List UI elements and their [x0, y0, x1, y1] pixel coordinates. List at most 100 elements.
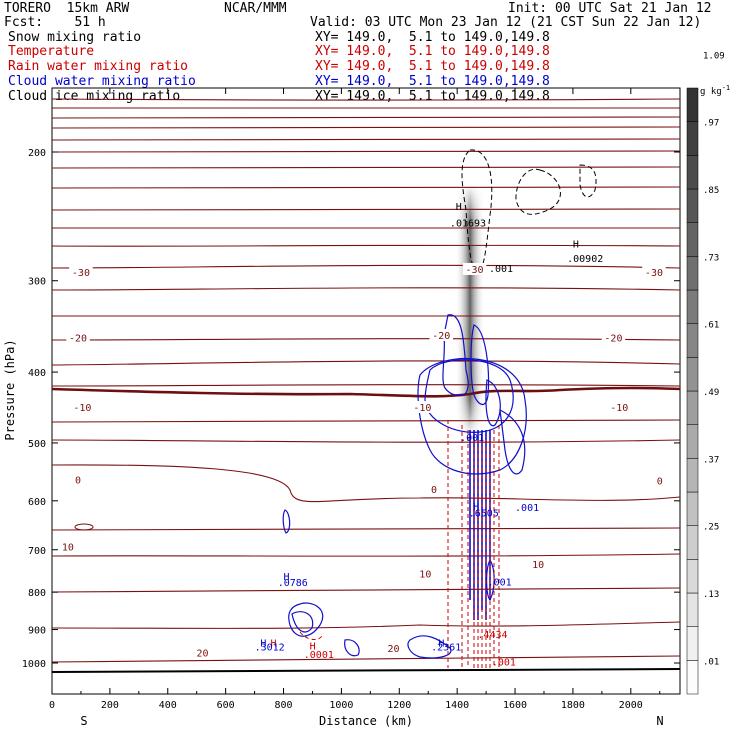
snow-contours — [461, 149, 597, 273]
extremum-label: .01693 — [450, 219, 486, 230]
colorbar-box — [686, 626, 699, 661]
temperature-label-bg — [642, 266, 666, 279]
x-axis-label: Distance (km) — [319, 714, 413, 728]
y-tick-label: 900 — [28, 626, 46, 637]
y-tick-label: 600 — [28, 497, 46, 508]
extremum-label: .0001 — [304, 650, 334, 661]
colorbar-box — [686, 525, 699, 560]
temperature-label-bg — [654, 474, 665, 487]
temperature-label-bg — [193, 646, 211, 659]
legend-temperature-label: Temperature — [8, 44, 95, 59]
colorbar-tick-label: .13 — [703, 590, 719, 600]
colorbar-box — [686, 559, 699, 594]
x-tick-label: 1000 — [329, 700, 353, 711]
temperature-label: -30 — [645, 268, 663, 279]
org-label: NCAR/MMM — [224, 1, 287, 16]
extremum-label: .001 — [488, 577, 512, 588]
extremum-label: .00902 — [567, 254, 603, 265]
legend-snow-label: Snow mixing ratio — [8, 30, 142, 45]
colorbar-tick-label: .37 — [703, 455, 719, 465]
colorbar-tick-label: .01 — [703, 657, 719, 667]
colorbar-tick-label: .73 — [703, 253, 719, 263]
y-tick-label: 800 — [28, 588, 46, 599]
temperature-label: 0 — [75, 476, 81, 487]
temperature-label: -10 — [73, 403, 91, 414]
temperature-label-bg — [66, 331, 90, 344]
extremum-label: .6505 — [469, 508, 499, 519]
colorbar-box — [686, 592, 699, 627]
colorbar-unit-exp: -1 — [722, 84, 730, 92]
colorbar-box — [686, 323, 699, 358]
x-axis-right-end: N — [656, 714, 663, 728]
extremum-label: .001 — [492, 658, 516, 669]
valid-time: Valid: 03 UTC Mon 23 Jan 12 (21 CST Sun … — [310, 15, 702, 30]
x-tick-label: 0 — [49, 700, 55, 711]
legend-cloud-water-label: Cloud water mixing ratio — [8, 74, 196, 89]
colorbar-box — [686, 357, 699, 392]
x-tick-label: 1800 — [561, 700, 585, 711]
colorbar-box — [686, 256, 699, 291]
colorbar-box — [686, 289, 699, 324]
temperature-label: -10 — [610, 403, 628, 414]
rain-water-contours — [299, 420, 500, 668]
temperature-label: 10 — [62, 542, 74, 553]
temperature-label-bg — [607, 401, 631, 414]
colorbar-box — [686, 222, 699, 257]
x-tick-label: 2000 — [619, 700, 643, 711]
ground-line — [52, 668, 680, 673]
y-axis-label: Pressure (hPa) — [3, 339, 17, 440]
extremum-label: .0786 — [278, 578, 308, 589]
colorbar-tick-label: .61 — [703, 321, 719, 331]
temperature-label: 10 — [532, 560, 544, 571]
temperature-label-bg — [69, 266, 93, 279]
extremum-label: H — [573, 239, 579, 250]
temperature-label: 20 — [196, 648, 208, 659]
x-tick-label: 800 — [274, 700, 292, 711]
cloud-water-contours — [282, 314, 527, 659]
colorbar-box — [686, 121, 699, 156]
extremum-label: H — [473, 502, 479, 513]
extremum-label: H — [284, 572, 290, 583]
temperature-label: -10 — [413, 403, 431, 414]
colorbar-unit: g kg-1 — [700, 84, 730, 97]
temperature-label-bg — [428, 483, 440, 496]
y-tick-label: 200 — [28, 148, 46, 159]
extremum-label: H — [456, 202, 462, 213]
temperature-label: 10 — [419, 570, 431, 581]
temperature-label-bg — [410, 401, 435, 414]
x-tick-label: 200 — [101, 700, 119, 711]
colorbar-tick-label: .97 — [703, 119, 719, 129]
colorbar-unit-base: g kg — [700, 87, 722, 97]
init-time: Init: 00 UTC Sat 21 Jan 12 — [508, 1, 712, 16]
colorbar-box — [686, 155, 699, 190]
extremum-label: H — [310, 641, 316, 652]
temperature-label-bg — [601, 331, 626, 344]
x-tick-label: 1400 — [445, 700, 469, 711]
temperature-label: -20 — [604, 334, 622, 345]
temperature-label: -20 — [432, 331, 450, 342]
temperature-label: 20 — [387, 644, 399, 655]
extremum-label: .3012 — [255, 643, 285, 654]
colorbar-tick-label: .49 — [703, 388, 719, 398]
temperature-label-bg — [70, 401, 95, 414]
colorbar-box — [686, 188, 699, 223]
x-tick-label: 400 — [159, 700, 177, 711]
legend-cloud-water-xy: XY= 149.0, 5.1 to 149.0,149.8 — [315, 74, 550, 89]
plot-frame — [51, 87, 681, 695]
temperature-label: -20 — [69, 334, 87, 345]
extremum-label: H — [270, 639, 276, 650]
x-axis-left-end: S — [80, 714, 87, 728]
colorbar-tick-label: .85 — [703, 186, 719, 196]
colorbar-box — [686, 424, 699, 459]
temperature-label-bg — [384, 642, 402, 655]
x-tick-label: 600 — [217, 700, 235, 711]
extremum-label: .001 — [515, 503, 539, 514]
y-tick-label: 500 — [28, 439, 46, 450]
temperature-isotherms — [52, 98, 680, 663]
colorbar-tick-label: 1.09 — [703, 51, 725, 61]
colorbar-box — [686, 458, 699, 493]
temperature-label: 0 — [657, 477, 663, 488]
temperature-label-bg — [416, 567, 434, 580]
colorbar-box — [686, 660, 699, 695]
